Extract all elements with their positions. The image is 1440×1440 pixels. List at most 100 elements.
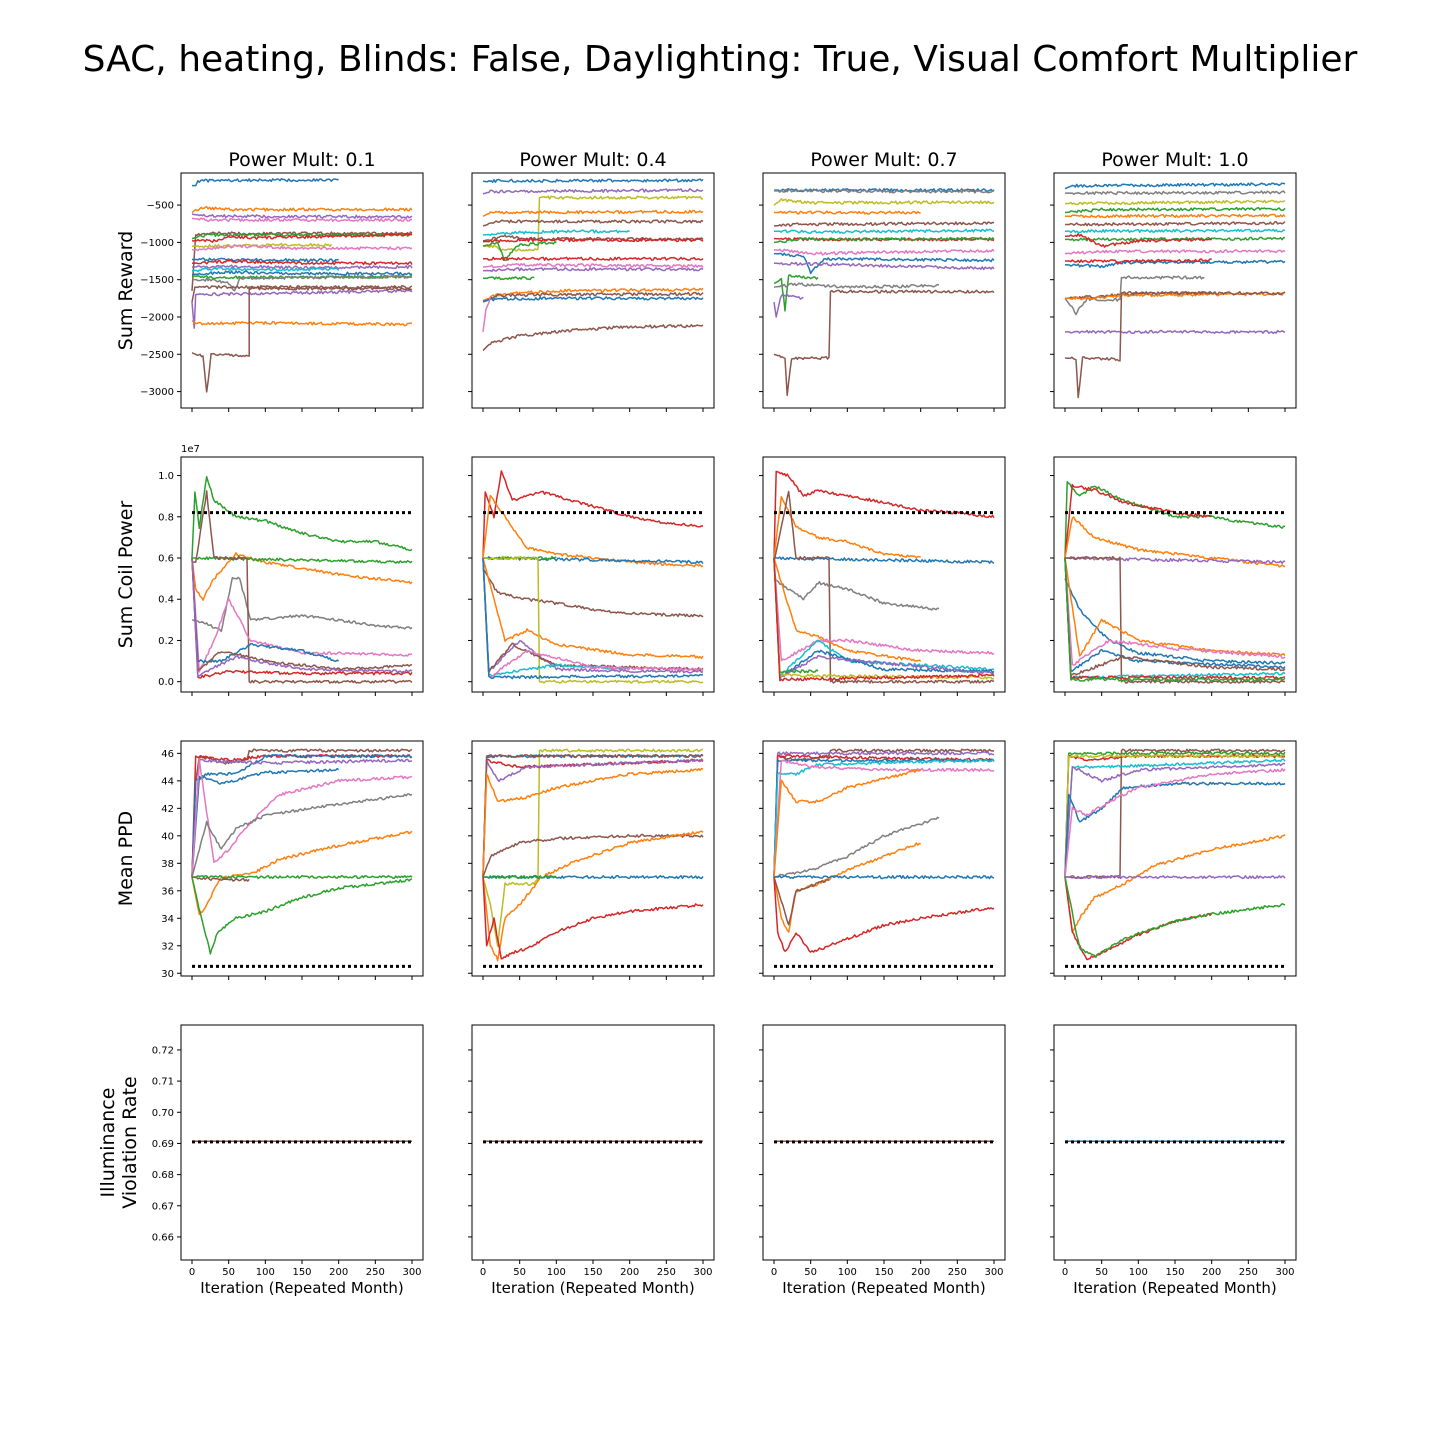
plot-area <box>1065 1140 1285 1144</box>
y-tick-label: 46 <box>161 749 174 760</box>
series-line <box>1064 480 1286 559</box>
series-line <box>191 753 413 878</box>
plot-area <box>191 748 413 968</box>
series-line <box>773 188 995 194</box>
series-line <box>773 557 819 674</box>
series-line <box>773 759 995 878</box>
series-line <box>483 874 557 880</box>
series-line <box>1064 751 1286 878</box>
series-line <box>773 877 995 953</box>
series-line <box>482 758 704 878</box>
figure-title: SAC, heating, Blinds: False, Daylighting… <box>83 39 1358 80</box>
series-line <box>774 188 995 193</box>
y-tick-label: −1500 <box>140 275 174 286</box>
plot-area <box>1064 480 1286 684</box>
series-line <box>773 289 995 397</box>
series-line <box>1064 182 1286 190</box>
series-line <box>482 291 704 303</box>
series-line <box>482 267 704 273</box>
series-line <box>191 274 413 280</box>
x-tick-label: 0 <box>480 1267 486 1278</box>
series-line <box>1064 557 1286 677</box>
series-line <box>191 876 413 955</box>
plot-area <box>774 1140 994 1144</box>
plot-area <box>1064 182 1286 399</box>
series-line <box>1064 557 1286 666</box>
series-line <box>191 557 413 678</box>
plot-area <box>482 178 704 352</box>
series-line <box>1064 199 1286 206</box>
y-tick-label: 0.4 <box>158 595 174 606</box>
x-tick-label: 150 <box>292 1267 311 1278</box>
series-line <box>482 229 631 237</box>
series-line <box>773 252 995 275</box>
row-label: Mean PPD <box>115 811 137 906</box>
series-line <box>1064 758 1286 878</box>
series-line <box>191 270 413 276</box>
series-line <box>192 490 413 684</box>
x-tick-label: 200 <box>1202 1267 1221 1278</box>
x-tick-label: 250 <box>1239 1267 1258 1278</box>
panel-r2-c3 <box>1050 740 1297 980</box>
series-line <box>482 262 704 269</box>
series-line <box>482 557 631 677</box>
panel-r1-c1 <box>468 456 715 696</box>
series-line <box>191 557 340 664</box>
y-tick-label: 0.6 <box>158 554 174 565</box>
x-tick-label: 200 <box>620 1267 639 1278</box>
series-line <box>1064 213 1286 219</box>
series-line <box>482 209 704 217</box>
y-tick-label: 0.8 <box>158 512 174 523</box>
series-line <box>773 228 995 234</box>
row-label: Sum Reward <box>115 231 137 350</box>
series-line <box>773 236 995 244</box>
series-line <box>192 874 413 880</box>
series-line <box>773 557 995 662</box>
series-line <box>1064 768 1286 878</box>
plot-area <box>192 1140 412 1144</box>
series-line <box>483 555 704 684</box>
x-axis-label: Iteration (Repeated Month) <box>491 1279 694 1297</box>
series-line <box>773 557 995 682</box>
series-line <box>482 296 704 303</box>
y-tick-label: 0.72 <box>152 1045 174 1056</box>
series-line <box>191 758 413 878</box>
y-tick-label: 0.68 <box>152 1170 174 1181</box>
series-line <box>773 274 819 312</box>
column-title: Power Mult: 0.1 <box>228 149 375 171</box>
column-title: Power Mult: 1.0 <box>1101 149 1248 171</box>
series-line <box>773 495 921 559</box>
plot-area <box>1064 748 1286 968</box>
series-line <box>1065 228 1286 234</box>
series-line <box>482 753 704 878</box>
x-tick-label: 100 <box>547 1267 566 1278</box>
series-line <box>482 557 704 659</box>
series-line <box>191 320 413 327</box>
series-line <box>1064 233 1213 248</box>
panel-r3-c0: 0.66 0.67 0.68 0.69 0.70 0.71 0.72 0 50 100 150 200… <box>152 1024 424 1297</box>
series-line <box>191 767 340 878</box>
series-line <box>191 266 340 273</box>
y-tick-label: 0.2 <box>158 636 174 647</box>
x-tick-label: 100 <box>838 1267 857 1278</box>
series-line <box>191 552 413 601</box>
y-tick-label: −2500 <box>140 350 174 361</box>
plot-area <box>191 178 413 393</box>
column-title: Power Mult: 0.7 <box>810 149 957 171</box>
plot-area <box>482 470 704 684</box>
series-line <box>773 248 995 256</box>
panel-r1-c2 <box>759 456 1006 696</box>
y-tick-label: 1.0 <box>158 471 174 482</box>
panel-r0-c1: Power Mult: 0.4 <box>468 149 715 412</box>
y-tick-label: −1000 <box>140 238 174 249</box>
series-line <box>191 285 413 303</box>
x-tick-label: 0 <box>771 1267 777 1278</box>
series-line <box>482 324 704 352</box>
series-line <box>1064 557 1286 680</box>
row-label: Illuminance Violation Rate <box>97 1076 141 1208</box>
y-tick-label: 34 <box>161 914 174 925</box>
series-line <box>482 557 704 678</box>
series-line <box>191 748 413 878</box>
